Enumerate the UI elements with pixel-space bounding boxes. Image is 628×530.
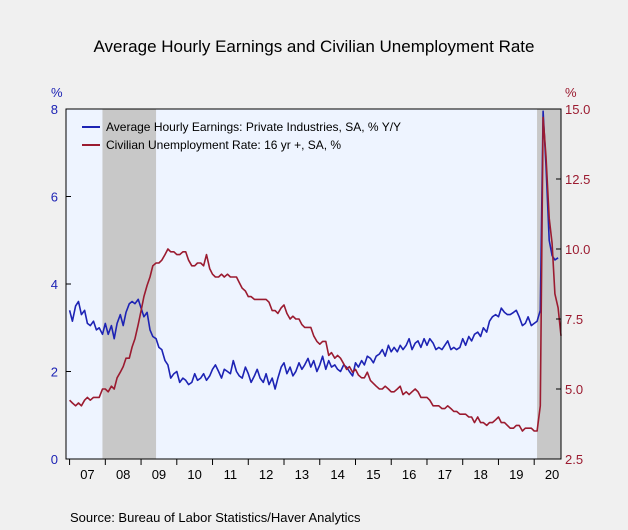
x-tick-label: 12	[259, 467, 273, 482]
source-note: Source: Bureau of Labor Statistics/Haver…	[70, 510, 361, 525]
series-line-unemployment	[69, 116, 562, 432]
left-tick-label: 4	[51, 277, 58, 292]
legend: Average Hourly Earnings: Private Industr…	[82, 120, 401, 152]
right-tick-label: 2.5	[565, 452, 583, 467]
x-tick-label: 19	[509, 467, 523, 482]
left-tick-label: 0	[51, 452, 58, 467]
left-tick-label: 2	[51, 365, 58, 380]
series-layer	[68, 110, 562, 432]
x-tick-label: 11	[224, 467, 238, 482]
x-tick-label: 16	[402, 467, 416, 482]
x-tick-label: 14	[330, 467, 344, 482]
right-tick-label: 5.0	[565, 382, 583, 397]
x-axis: 07 08 09 10 11 12 13 14 15 16 17 18 19 20	[69, 459, 559, 482]
x-tick-label: 20	[545, 467, 559, 482]
x-tick-label: 10	[187, 467, 201, 482]
x-tick-label: 17	[438, 467, 452, 482]
left-tick-label: 8	[51, 102, 58, 117]
right-tick-label: 10.0	[565, 242, 590, 257]
x-tick-label: 13	[295, 467, 309, 482]
chart-title: Average Hourly Earnings and Civilian Une…	[94, 37, 535, 56]
right-tick-label: 15.0	[565, 102, 590, 117]
legend-label-unemployment: Civilian Unemployment Rate: 16 yr +, SA,…	[106, 138, 341, 152]
right-axis-unit: %	[565, 85, 577, 100]
left-tick-label: 6	[51, 190, 58, 205]
right-axis: 2.5 5.0 7.5 10.0 12.5 15.0	[556, 102, 590, 467]
x-tick-label: 07	[80, 467, 94, 482]
right-tick-label: 7.5	[565, 312, 583, 327]
x-tick-label: 15	[366, 467, 380, 482]
x-tick-label: 18	[473, 467, 487, 482]
left-axis: 0 2 4 6 8	[51, 102, 71, 467]
legend-label-earnings: Average Hourly Earnings: Private Industr…	[106, 120, 401, 134]
x-tick-label: 09	[152, 467, 166, 482]
x-tick-label: 08	[116, 467, 130, 482]
left-axis-unit: %	[51, 85, 63, 100]
series-line-earnings	[68, 110, 559, 390]
right-tick-label: 12.5	[565, 172, 590, 187]
